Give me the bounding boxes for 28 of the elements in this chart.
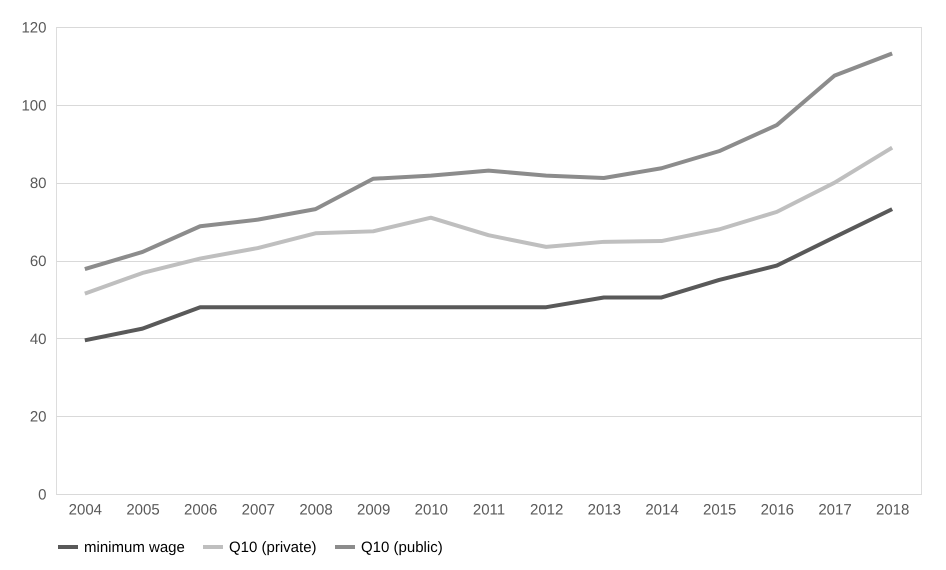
x-tick-label: 2017: [818, 502, 852, 518]
x-tick-label: 2007: [242, 502, 276, 518]
y-tick-label: 120: [21, 20, 46, 36]
line-series: [82, 207, 894, 342]
line-series: [82, 146, 894, 296]
x-tick-label: 2008: [299, 502, 333, 518]
x-tick-label: 2016: [760, 502, 794, 518]
x-tick-label: 2010: [414, 502, 448, 518]
x-tick-label: 2006: [184, 502, 218, 518]
legend-label: minimum wage: [84, 539, 185, 556]
y-tick-label: 100: [21, 97, 46, 114]
y-tick-label: 60: [30, 253, 46, 270]
x-tick-label: 2011: [472, 502, 506, 518]
x-tick-label: 2013: [588, 502, 622, 518]
x-tick-label: 2014: [645, 502, 679, 518]
y-tick-label: 80: [30, 175, 46, 192]
legend-label: Q10 (public): [361, 539, 443, 556]
y-tick-label: 40: [30, 330, 46, 348]
legend-label: Q10 (private): [229, 539, 317, 556]
line-series: [82, 51, 894, 272]
x-tick-label: 2015: [702, 502, 736, 518]
x-tick-label: 2009: [356, 502, 390, 518]
y-tick-label: 20: [30, 408, 46, 426]
x-tick-label: 2012: [530, 502, 564, 518]
y-tick-label: 0: [38, 486, 46, 504]
x-tick-label: 2004: [68, 502, 102, 518]
x-tick-label: 2005: [126, 502, 160, 518]
x-tick-label: 2018: [876, 502, 910, 518]
